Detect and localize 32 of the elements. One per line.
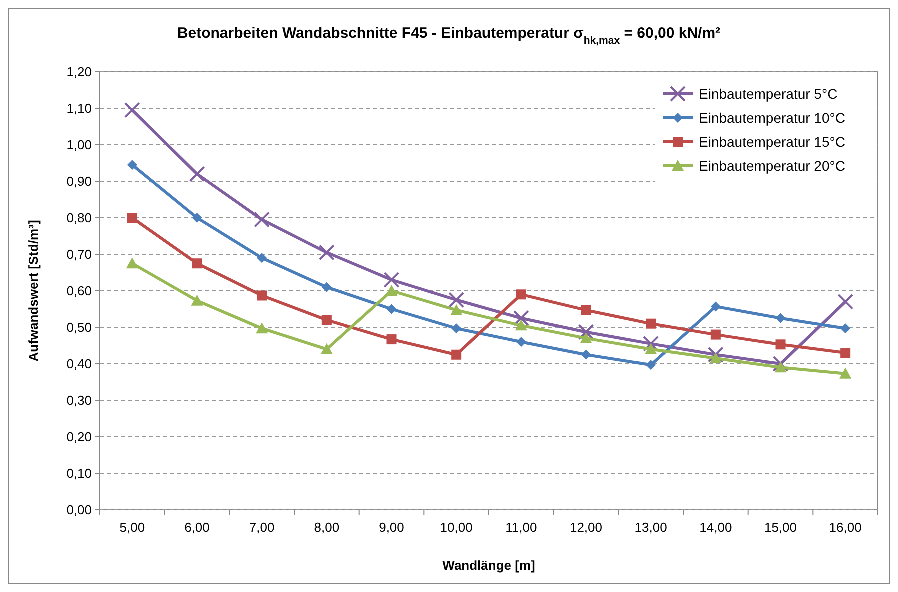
y-tick-label: 1,20 [66, 64, 92, 80]
legend-label: Einbautemperatur 15°C [699, 134, 846, 150]
y-tick-label: 0,20 [66, 430, 92, 445]
x-tick-label: 14,00 [700, 520, 732, 535]
y-tick-label: 1,00 [66, 138, 92, 153]
x-tick-label: 5,00 [120, 520, 146, 535]
chart-title: Betonarbeiten Wandabschnitte F45 - Einbautemperatur σ$_{hk,max}$ = 60,00 kN/m² [177, 25, 721, 47]
x-tick-label: 8,00 [314, 520, 340, 535]
y-tick-label: 1,10 [66, 101, 92, 116]
legend-label: Einbautemperatur 20°C [699, 158, 846, 174]
y-tick-label: 0,40 [66, 356, 92, 372]
x-tick-label: 13,00 [634, 520, 668, 535]
x-tick-label: 11,00 [506, 520, 538, 535]
x-tick-label: 10,00 [440, 520, 473, 535]
x-tick-label: 7,00 [249, 520, 275, 535]
x-tick-label: 15,00 [764, 520, 798, 535]
x-tick-label: 16,00 [829, 520, 862, 535]
y-axis-title: Aufwandswert [Std/m³] [26, 220, 41, 362]
legend-label: Einbautemperatur 5°C [699, 86, 838, 102]
y-tick-label: 0,10 [66, 466, 92, 482]
y-tick-label: 0,00 [66, 502, 92, 518]
y-tick-label: 0,80 [66, 210, 92, 226]
y-tick-label: 0,60 [66, 284, 92, 299]
y-tick-label: 0,50 [66, 320, 92, 336]
y-tick-label: 0,70 [66, 247, 92, 262]
x-tick-label: 6,00 [184, 520, 210, 535]
y-tick-label: 0,90 [66, 174, 92, 190]
y-tick-label: 0,30 [66, 393, 92, 408]
x-axis-title: Wandlänge [m] [442, 558, 536, 573]
x-tick-label: 12,00 [570, 520, 603, 535]
legend-label: Einbautemperatur 10°C [699, 110, 846, 126]
x-tick-label: 9,00 [379, 520, 404, 535]
